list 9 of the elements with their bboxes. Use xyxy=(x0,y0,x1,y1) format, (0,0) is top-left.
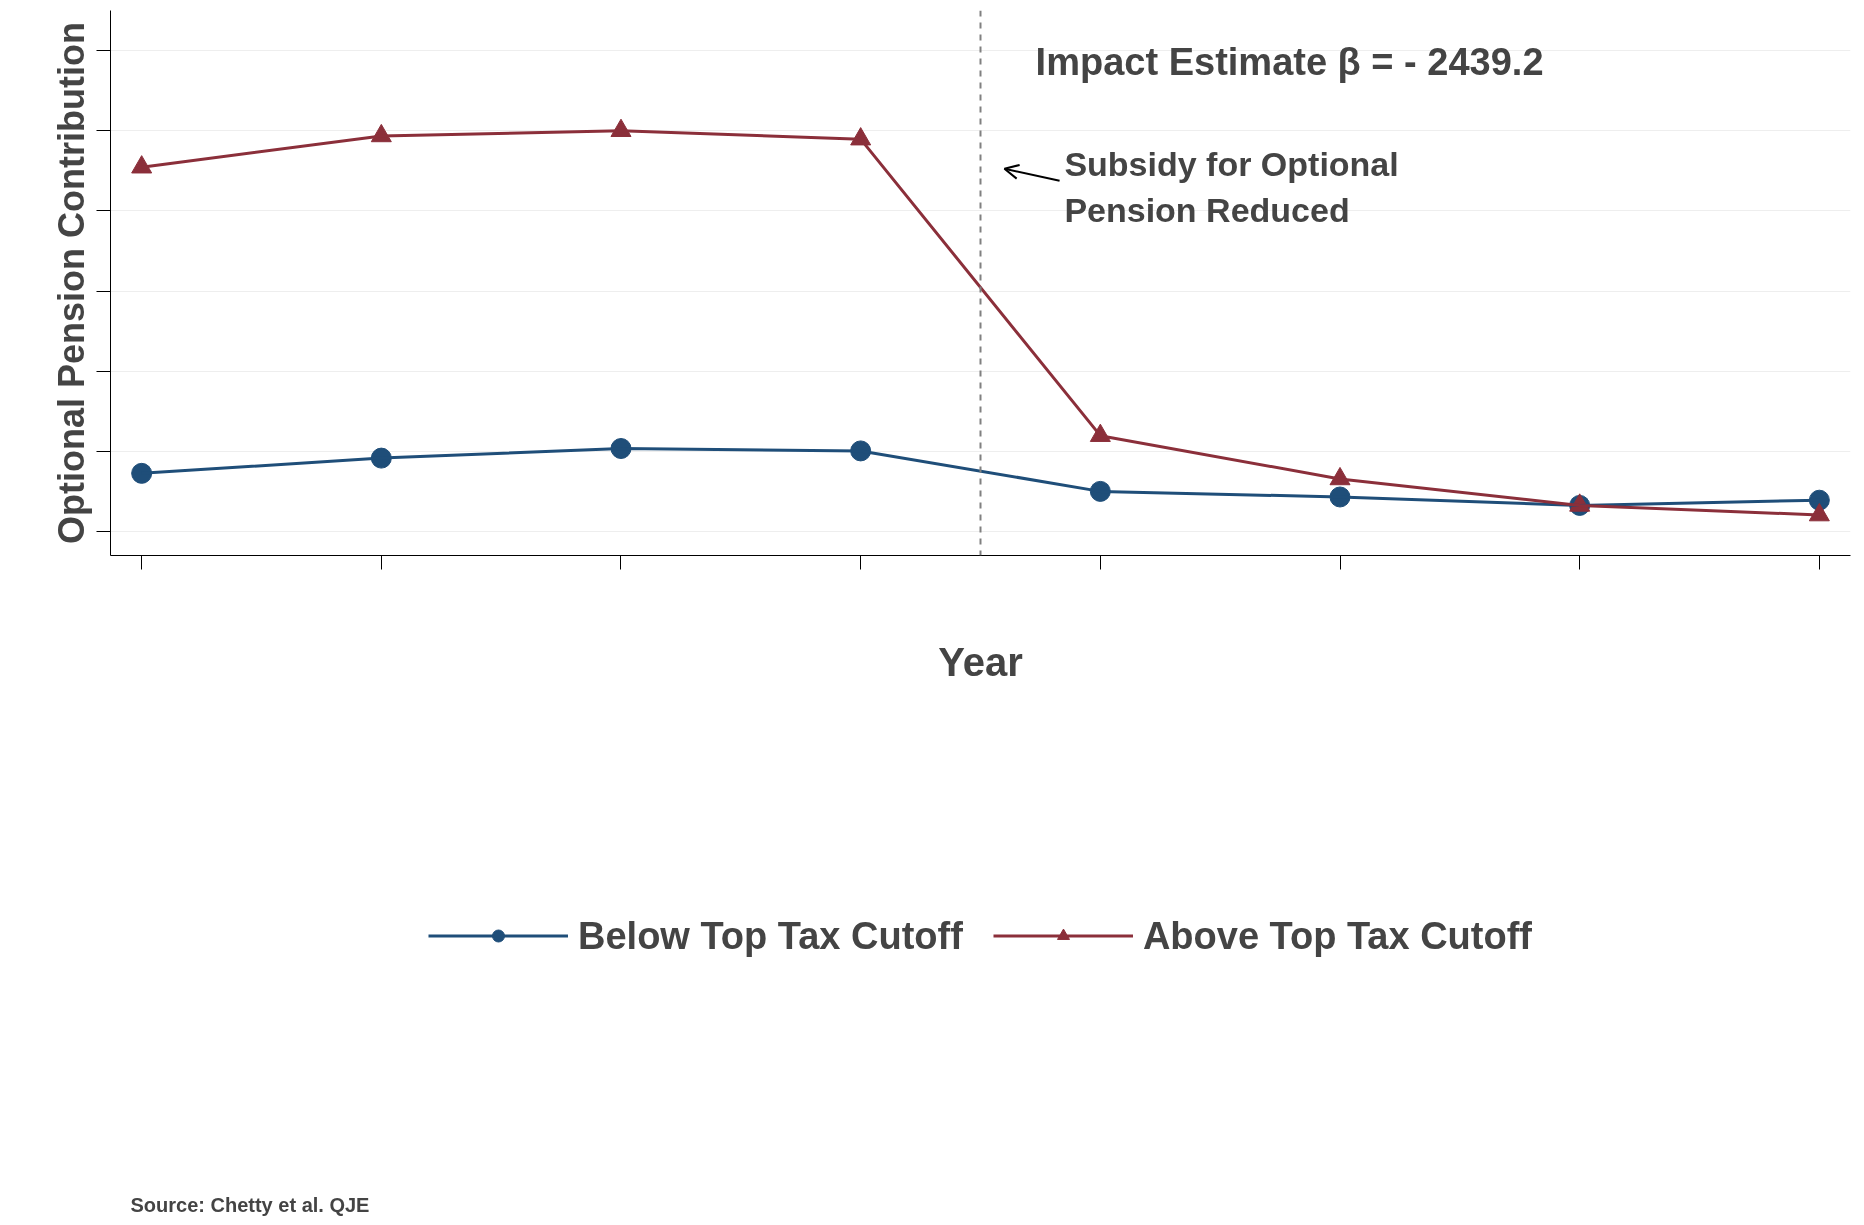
source-note: Source: Chetty et al. QJE xyxy=(130,1193,370,1216)
point xyxy=(131,155,153,174)
y-axis-title: Optional Pension Contribution xyxy=(50,22,92,544)
legend-label: Below Top Tax Cutoff xyxy=(577,914,963,958)
text: Impact Estimate β = - 2439.2 xyxy=(1035,40,1544,83)
x-axis-title: Year xyxy=(938,639,1023,684)
point xyxy=(131,462,153,484)
annotation: Subsidy for Optional Pension Reduced xyxy=(1064,145,1399,229)
legend-label: Above Top Tax Cutoff xyxy=(1142,914,1533,958)
